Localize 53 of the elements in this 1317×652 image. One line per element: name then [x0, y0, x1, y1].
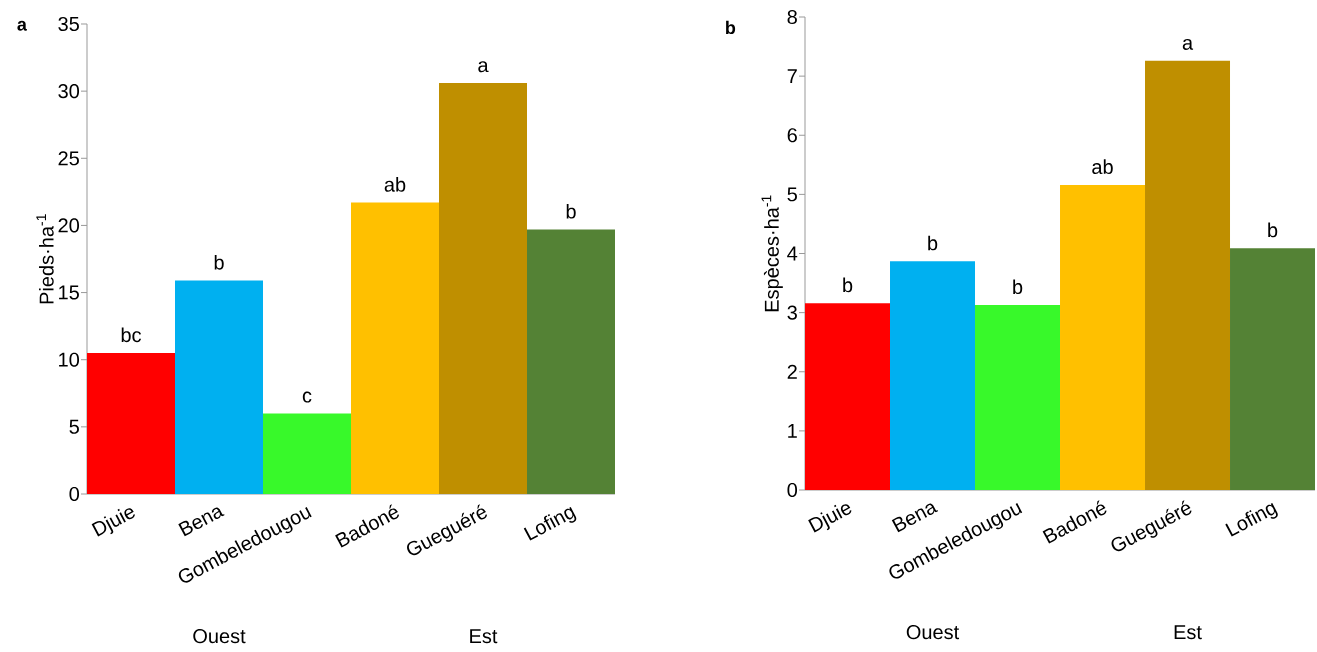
y-tick-label: 35	[58, 16, 79, 32]
y-tick-label: 20	[58, 218, 80, 233]
bar	[890, 261, 976, 490]
bar	[1060, 184, 1146, 490]
y-tick-label: 15	[59, 285, 79, 300]
bar	[1230, 248, 1316, 490]
y-tick-label: 1	[788, 423, 797, 438]
x-tick-label: Djuie	[808, 504, 852, 533]
x-tick-label: Lofing	[1225, 503, 1278, 537]
y-tick-label: 30	[58, 84, 80, 99]
bar	[527, 229, 615, 494]
y-tick-label: 5	[787, 187, 797, 202]
y-tick-label: 4	[787, 246, 798, 261]
annotation: b	[1013, 279, 1023, 295]
annotation: b	[1268, 222, 1278, 238]
bar	[975, 304, 1061, 490]
y-axis-title: Pieds·ha$^{-1}$	[36, 214, 54, 304]
bar	[439, 83, 527, 494]
annotation: b	[928, 235, 938, 251]
annotation: a	[478, 61, 489, 73]
annotation: bc	[121, 327, 142, 343]
text: Ouest	[193, 629, 246, 644]
y-tick-label: 3	[787, 305, 797, 320]
y-tick-label: 6	[787, 128, 797, 143]
y-tick-label: 2	[787, 364, 797, 379]
chart-title: a	[17, 20, 27, 31]
bar	[805, 303, 891, 490]
y-tick-label: 0	[69, 486, 80, 502]
bar	[351, 202, 439, 494]
chart-title: b	[726, 20, 736, 35]
annotation: c	[302, 391, 312, 403]
annotation: ab	[1092, 159, 1113, 175]
text: Est	[1174, 625, 1202, 640]
y-tick-label: 7	[787, 69, 797, 83]
x-tick-label: Lofing	[523, 507, 577, 541]
y-axis-title: Espèces·ha$^{-1}$	[761, 195, 783, 312]
y-tick-label: 10	[59, 352, 80, 367]
text: Est	[470, 629, 498, 644]
y-tick-label: 0	[787, 482, 798, 498]
annotation: ab	[384, 177, 406, 192]
annotation: b	[214, 254, 224, 270]
y-tick-label: 8	[787, 9, 797, 25]
annotation: a	[1182, 38, 1194, 50]
bar	[1145, 60, 1231, 490]
annotation: b	[566, 203, 576, 219]
bar	[175, 280, 263, 494]
y-tick-label: 5	[69, 419, 79, 434]
bar	[263, 413, 351, 494]
annotation: b	[843, 277, 853, 293]
y-tick-label: 25	[58, 151, 79, 166]
x-tick-label: Djuie	[91, 508, 135, 537]
bar	[87, 353, 175, 494]
text: Ouest	[906, 625, 960, 640]
